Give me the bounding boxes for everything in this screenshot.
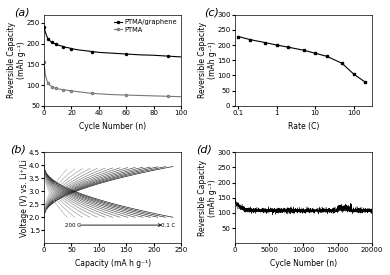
PTMA xyxy=(51,86,56,89)
PTMA xyxy=(97,92,101,95)
PTMA/graphene xyxy=(179,55,184,59)
Y-axis label: Reversible Capacity
(mAh g⁻¹): Reversible Capacity (mAh g⁻¹) xyxy=(198,160,217,236)
PTMA xyxy=(179,95,184,98)
PTMA/graphene xyxy=(44,35,49,38)
Y-axis label: Reversible Capacity
(mAh g⁻¹): Reversible Capacity (mAh g⁻¹) xyxy=(7,22,27,98)
X-axis label: Cycle Number (n): Cycle Number (n) xyxy=(79,122,146,131)
PTMA xyxy=(110,93,115,96)
PTMA/graphene xyxy=(66,46,71,50)
PTMA/graphene xyxy=(97,51,101,54)
PTMA xyxy=(90,92,94,95)
Line: PTMA/graphene: PTMA/graphene xyxy=(43,26,182,58)
PTMA/graphene xyxy=(54,42,59,46)
PTMA xyxy=(50,85,55,89)
PTMA/graphene xyxy=(48,40,53,43)
PTMA/graphene xyxy=(76,48,81,51)
X-axis label: Rate (C): Rate (C) xyxy=(287,122,319,131)
PTMA xyxy=(165,95,170,98)
PTMA/graphene xyxy=(64,46,68,49)
PTMA/graphene xyxy=(151,54,156,57)
PTMA/graphene xyxy=(51,42,56,45)
PTMA xyxy=(76,90,81,94)
PTMA xyxy=(138,94,142,97)
PTMA xyxy=(44,78,49,82)
PTMA/graphene xyxy=(83,49,87,52)
PTMA xyxy=(55,87,60,90)
PTMA/graphene xyxy=(42,25,46,29)
PTMA xyxy=(58,88,63,91)
PTMA/graphene xyxy=(61,45,66,48)
PTMA xyxy=(42,61,46,64)
PTMA xyxy=(54,87,59,90)
PTMA xyxy=(47,83,52,86)
Text: 200 C: 200 C xyxy=(65,223,81,228)
X-axis label: Cycle Number (n): Cycle Number (n) xyxy=(270,259,337,268)
PTMA/graphene xyxy=(124,52,129,56)
Text: (c): (c) xyxy=(204,7,219,17)
PTMA xyxy=(66,89,71,92)
PTMA xyxy=(83,91,87,94)
Legend: PTMA/graphene, PTMA: PTMA/graphene, PTMA xyxy=(113,18,178,34)
Line: PTMA: PTMA xyxy=(43,61,182,98)
PTMA xyxy=(46,81,50,84)
PTMA/graphene xyxy=(69,47,74,50)
X-axis label: Capacity (mA h g⁻¹): Capacity (mA h g⁻¹) xyxy=(74,259,151,268)
PTMA/graphene xyxy=(58,44,63,47)
PTMA xyxy=(61,88,66,91)
PTMA xyxy=(53,86,57,90)
PTMA/graphene xyxy=(90,50,94,53)
Text: (b): (b) xyxy=(10,145,26,155)
PTMA xyxy=(124,94,129,97)
PTMA xyxy=(48,84,53,88)
PTMA/graphene xyxy=(47,39,52,42)
PTMA xyxy=(151,94,156,98)
PTMA/graphene xyxy=(138,53,142,56)
Text: (d): (d) xyxy=(196,145,212,155)
PTMA/graphene xyxy=(43,31,48,34)
PTMA/graphene xyxy=(55,43,60,46)
PTMA xyxy=(64,89,68,92)
Text: 0.1 C: 0.1 C xyxy=(161,223,176,228)
Y-axis label: Voltage (V) vs. Li⁺/Li: Voltage (V) vs. Li⁺/Li xyxy=(20,159,28,237)
PTMA xyxy=(43,73,48,76)
PTMA/graphene xyxy=(110,51,115,55)
Y-axis label: Reversible Capacity
(mAh g⁻¹): Reversible Capacity (mAh g⁻¹) xyxy=(198,22,217,98)
Text: (a): (a) xyxy=(14,7,30,17)
PTMA/graphene xyxy=(165,54,170,58)
PTMA xyxy=(69,89,74,93)
PTMA/graphene xyxy=(50,41,55,44)
PTMA/graphene xyxy=(46,37,50,40)
PTMA/graphene xyxy=(53,42,57,45)
